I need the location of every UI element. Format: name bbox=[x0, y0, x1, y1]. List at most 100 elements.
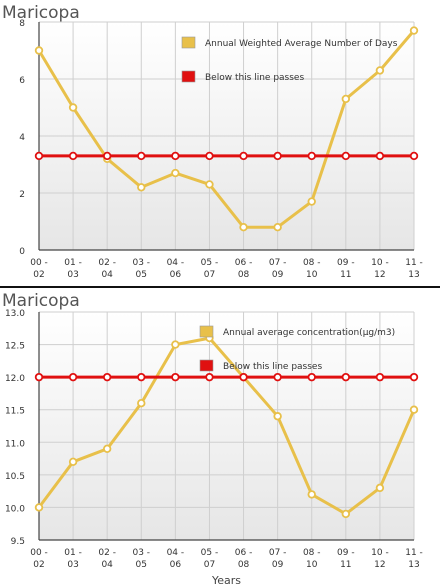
x-tick-label: 09 -11 bbox=[337, 548, 355, 570]
y-tick-label: 11.5 bbox=[5, 407, 25, 417]
series-2-point[interactable] bbox=[205, 151, 214, 161]
series-2-point[interactable] bbox=[137, 372, 146, 382]
series-1-point[interactable] bbox=[171, 168, 180, 178]
chart-1: Maricopa 0 2 4 6 8 00 -02 01 -03 02 -04 03 -05 04 … bbox=[2, 3, 423, 280]
x-tick-label: 11 -13 bbox=[405, 548, 423, 570]
y-tick-label: 9.5 bbox=[11, 537, 25, 547]
series-2-point[interactable] bbox=[102, 151, 112, 161]
series-1-point[interactable] bbox=[375, 66, 385, 75]
series-1-point[interactable] bbox=[102, 444, 112, 453]
chart-2: Maricopa 9.5 10.0 10.5 11.0 11.5 12.0 12.5 13.0 0… bbox=[2, 291, 423, 585]
x-tick-label: 05 -07 bbox=[201, 258, 219, 280]
y-tick-label: 13.0 bbox=[5, 309, 25, 319]
y-tick-label: 4 bbox=[19, 133, 25, 143]
series-2-point[interactable] bbox=[409, 372, 419, 382]
chart-divider bbox=[0, 286, 440, 288]
x-tick-label: 04 -06 bbox=[167, 258, 185, 280]
y-tick-label: 8 bbox=[19, 19, 25, 29]
series-2-point[interactable] bbox=[341, 372, 351, 382]
series-line-1 bbox=[37, 29, 416, 229]
series-2-point[interactable] bbox=[307, 372, 316, 382]
series-2-point[interactable] bbox=[34, 372, 44, 382]
series-2-point[interactable] bbox=[239, 372, 248, 382]
series-1-point[interactable] bbox=[409, 405, 419, 414]
y-tick-label: 10.5 bbox=[5, 472, 25, 482]
y-tick-label: 11.0 bbox=[5, 439, 25, 449]
y-tick-label: 2 bbox=[19, 190, 25, 200]
legend-label: Below this line passes bbox=[205, 73, 304, 83]
y-tick-label: 12.0 bbox=[5, 374, 25, 384]
chart-title: Maricopa bbox=[2, 3, 80, 23]
x-tick-label: 03 -05 bbox=[132, 548, 150, 570]
series-2-point[interactable] bbox=[239, 151, 248, 161]
x-tick-label: 01 -03 bbox=[64, 548, 82, 570]
series-2-point[interactable] bbox=[341, 151, 351, 161]
series-1-point[interactable] bbox=[341, 509, 351, 519]
series-1-point[interactable] bbox=[341, 94, 351, 104]
series-line-1 bbox=[37, 336, 416, 516]
x-tick-label: 06 -08 bbox=[235, 548, 253, 570]
series-1-point[interactable] bbox=[273, 222, 282, 232]
x-tick-label: 10 -12 bbox=[371, 258, 389, 280]
x-tick-label: 07 -09 bbox=[269, 258, 287, 280]
series-2-point[interactable] bbox=[273, 372, 282, 382]
y-tick-label: 0 bbox=[19, 247, 25, 257]
series-2-point[interactable] bbox=[205, 372, 214, 382]
x-tick-label: 11 -13 bbox=[405, 258, 423, 280]
series-2-point[interactable] bbox=[273, 151, 282, 161]
x-tick-label: 00 -02 bbox=[30, 258, 48, 280]
plot-area bbox=[39, 312, 414, 540]
series-1-point[interactable] bbox=[239, 222, 248, 232]
x-tick-label: 09 -11 bbox=[337, 258, 355, 280]
x-tick-label: 06 -08 bbox=[235, 258, 253, 280]
x-tick-label: 10 -12 bbox=[371, 548, 389, 570]
series-1-point[interactable] bbox=[137, 399, 146, 408]
legend-swatch bbox=[181, 70, 196, 83]
series-1-point[interactable] bbox=[137, 183, 146, 192]
legend-label: Annual average concentration(μg/m3) bbox=[223, 328, 395, 338]
series-1-point[interactable] bbox=[34, 46, 44, 55]
series-2-point[interactable] bbox=[68, 372, 78, 382]
legend-label: Below this line passes bbox=[223, 362, 322, 372]
series-1-point[interactable] bbox=[409, 26, 419, 35]
series-1-point[interactable] bbox=[68, 103, 78, 112]
series-1-point[interactable] bbox=[68, 457, 78, 467]
series-2-point[interactable] bbox=[34, 151, 44, 161]
chart-title: Maricopa bbox=[2, 291, 80, 311]
legend-swatch bbox=[199, 359, 214, 372]
x-tick-label: 07 -09 bbox=[269, 548, 287, 570]
legend-label: Annual Weighted Average Number of Days bbox=[205, 39, 398, 49]
series-2-point[interactable] bbox=[375, 372, 385, 382]
legend-swatch bbox=[199, 325, 214, 338]
series-2-point[interactable] bbox=[68, 151, 78, 161]
y-tick-label: 6 bbox=[19, 76, 25, 86]
x-tick-label: 08 -10 bbox=[303, 548, 321, 570]
series-2-point[interactable] bbox=[409, 151, 419, 161]
series-2-point[interactable] bbox=[171, 372, 180, 382]
x-tick-label: 05 -07 bbox=[201, 548, 219, 570]
x-tick-label: 02 -04 bbox=[98, 548, 116, 570]
x-tick-label: 04 -06 bbox=[167, 548, 185, 570]
x-tick-label: 01 -03 bbox=[64, 258, 82, 280]
series-1-point[interactable] bbox=[171, 340, 180, 349]
x-tick-label: 08 -10 bbox=[303, 258, 321, 280]
y-tick-label: 12.5 bbox=[5, 342, 25, 352]
x-tick-label: 00 -02 bbox=[30, 548, 48, 570]
series-1-point[interactable] bbox=[273, 412, 282, 421]
x-tick-label: 03 -05 bbox=[132, 258, 150, 280]
series-2-point[interactable] bbox=[375, 151, 385, 161]
series-1-point[interactable] bbox=[205, 180, 214, 189]
x-tick-label: 02 -04 bbox=[98, 258, 116, 280]
x-axis-label: Years bbox=[211, 574, 241, 585]
series-2-point[interactable] bbox=[102, 372, 112, 382]
series-1-point[interactable] bbox=[375, 483, 385, 493]
series-2-point[interactable] bbox=[307, 151, 316, 161]
y-tick-label: 10.0 bbox=[5, 504, 25, 514]
series-1-point[interactable] bbox=[307, 490, 316, 499]
series-2-point[interactable] bbox=[137, 151, 146, 161]
series-2-point[interactable] bbox=[171, 151, 180, 161]
series-1-point[interactable] bbox=[34, 503, 44, 512]
legend-swatch bbox=[181, 36, 196, 49]
series-1-point[interactable] bbox=[307, 197, 316, 206]
